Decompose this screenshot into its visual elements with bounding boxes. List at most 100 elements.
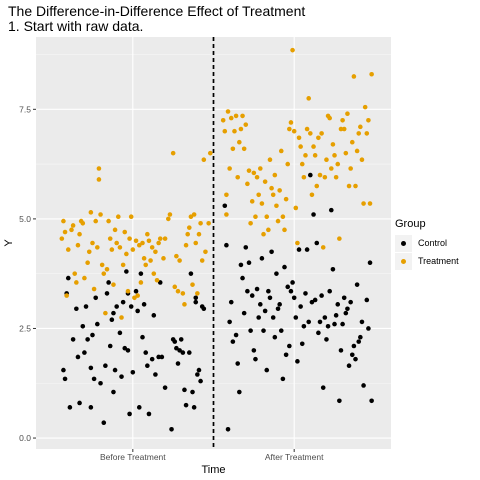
control-point [345, 306, 350, 312]
treatment-point [132, 295, 137, 301]
treatment-point [327, 115, 332, 121]
treatment-point [222, 128, 228, 134]
control-point [314, 240, 320, 246]
control-point [198, 378, 203, 384]
treatment-point [291, 128, 297, 134]
control-point [141, 302, 147, 307]
treatment-point [120, 262, 126, 268]
control-point [140, 334, 145, 340]
treatment-point [62, 229, 68, 235]
treatment-point [225, 109, 231, 114]
control-point [346, 363, 352, 369]
treatment-point [103, 310, 108, 316]
treatment-point [328, 166, 334, 171]
treatment-point [196, 231, 202, 237]
treatment-point [72, 271, 78, 276]
control-point [243, 245, 249, 250]
treatment-point [80, 220, 86, 226]
treatment-point [61, 218, 66, 224]
treatment-point [198, 220, 203, 226]
control-point [180, 350, 186, 355]
treatment-point [324, 157, 329, 163]
treatment-point [343, 150, 349, 156]
control-point [275, 306, 281, 312]
control-point [256, 315, 261, 320]
treatment-point [308, 131, 313, 136]
control-point [240, 275, 245, 281]
control-point [259, 256, 265, 261]
treatment-point [338, 126, 344, 132]
treatment-point [224, 192, 229, 198]
treatment-point [64, 293, 69, 298]
control-point [70, 337, 76, 342]
control-point [369, 398, 374, 404]
legend-label-control: Control [418, 238, 448, 248]
treatment-point [115, 214, 121, 220]
treatment-point [153, 249, 158, 255]
control-point [253, 356, 258, 362]
control-point [62, 376, 68, 382]
control-point [312, 297, 318, 303]
control-point [82, 350, 87, 355]
control-point [241, 310, 247, 316]
treatment-point [333, 174, 339, 180]
treatment-point [301, 174, 307, 180]
treatment-point [154, 277, 160, 283]
control-point [162, 385, 168, 390]
control-point [225, 426, 231, 432]
treatment-point [101, 271, 107, 276]
treatment-point [240, 113, 245, 119]
control-point [114, 304, 119, 309]
chart-title: The Difference-in-Difference Effect of T… [8, 3, 306, 19]
treatment-point [75, 242, 81, 248]
control-point [120, 299, 126, 305]
treatment-point [367, 201, 373, 206]
treatment-point [235, 174, 241, 180]
treatment-point [190, 282, 195, 287]
control-point [111, 310, 116, 316]
treatment-point [201, 157, 207, 163]
legend-item-control: Control [395, 234, 459, 252]
control-point [83, 304, 89, 309]
treatment-point [299, 161, 305, 167]
legend-key-treatment [395, 252, 412, 270]
treatment-point [366, 117, 371, 123]
treatment-point [348, 166, 353, 171]
control-point [361, 383, 366, 388]
control-point [316, 330, 321, 336]
control-point [90, 332, 95, 338]
treatment-point [228, 115, 234, 121]
chart-subtitle: 1. Start with raw data. [8, 18, 144, 34]
y-tick-label: 0.0 [19, 433, 31, 443]
treatment-point [353, 183, 358, 189]
treatment-point [96, 166, 102, 171]
control-point [335, 302, 341, 307]
control-point [337, 398, 342, 404]
control-point [109, 317, 115, 323]
treatment-point [248, 220, 253, 226]
control-point [117, 330, 123, 336]
control-point [287, 343, 292, 349]
control-point [88, 365, 94, 371]
treatment-point [135, 293, 140, 298]
control-point [183, 402, 189, 408]
treatment-point [354, 148, 360, 154]
control-point [230, 339, 236, 344]
control-point [280, 376, 286, 382]
control-point [332, 321, 337, 327]
control-point [359, 319, 365, 325]
treatment-point [309, 192, 315, 198]
treatment-point [128, 214, 134, 220]
control-point [177, 348, 182, 353]
y-tick-label: 5.0 [19, 214, 31, 224]
control-point [353, 356, 358, 362]
control-point [282, 264, 287, 270]
control-point [157, 280, 163, 285]
legend-label-treatment: Treatment [418, 256, 459, 266]
control-point [257, 302, 263, 307]
control-point [125, 348, 131, 353]
control-point [149, 356, 155, 362]
control-point [130, 369, 136, 375]
control-point [277, 302, 282, 307]
treatment-point [340, 117, 345, 123]
